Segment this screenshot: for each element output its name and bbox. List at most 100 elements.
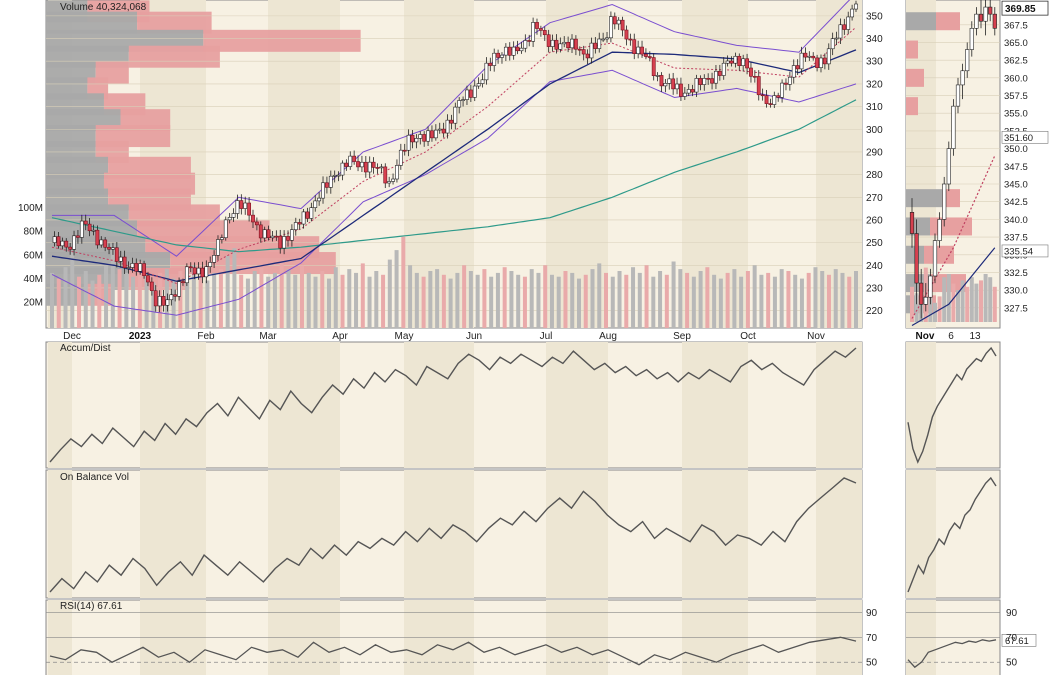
month-band (268, 342, 340, 468)
candle-body (620, 19, 625, 31)
month-label: Jun (466, 331, 482, 342)
volume-bar (178, 271, 183, 328)
candle-body (184, 266, 189, 284)
volume-bar (306, 272, 311, 328)
volume-bar (752, 265, 757, 328)
candle-body (850, 8, 855, 18)
volume-bar (448, 278, 453, 328)
zoom-candle-body (928, 275, 933, 298)
candle-body (95, 229, 100, 246)
candle-body (461, 99, 465, 101)
candle-body (663, 83, 668, 87)
candle-body (282, 236, 287, 249)
volume-bar (840, 272, 845, 328)
candle-body (507, 46, 512, 56)
candle-body (799, 52, 804, 70)
candle-body (149, 281, 154, 291)
volume-tick-label: 60M (24, 250, 43, 261)
volume-bar (502, 267, 507, 328)
candle-body (745, 58, 749, 69)
volume-bar (117, 269, 122, 328)
candle-body (468, 89, 473, 98)
candle-body (270, 235, 275, 239)
volume-bar (725, 272, 730, 328)
price-tick-label: 330 (866, 57, 883, 68)
volume-bar (604, 272, 609, 328)
candle-body (542, 30, 547, 36)
candle-body (476, 83, 481, 87)
candle-body (367, 161, 372, 173)
zoom-price-tick: 362.5 (1004, 56, 1028, 67)
volume-bar (718, 278, 723, 328)
candle-body (254, 221, 259, 226)
volume-bar (793, 274, 798, 328)
volume-bar (428, 271, 433, 328)
candle-body (632, 39, 637, 54)
candle-body (352, 155, 357, 162)
candle-body (453, 106, 458, 124)
price-tick-label: 350 (866, 11, 883, 22)
zoom-price-tick: 350.0 (1004, 144, 1028, 155)
zoom-candle-body (909, 212, 915, 234)
candles (52, 0, 858, 313)
zoom-ema-line (911, 155, 996, 319)
candle-body (838, 24, 843, 39)
candle-body (426, 130, 430, 142)
candle-body (480, 79, 485, 84)
month-band (48, 342, 72, 468)
zoom-candle-body (919, 282, 924, 305)
candle-body (107, 246, 111, 250)
zoom-candle-body (937, 219, 942, 241)
candle-body (286, 236, 290, 241)
candle-body (83, 220, 88, 225)
zoom-obv-line (907, 476, 997, 593)
candle-body (605, 37, 609, 40)
candle-body (554, 39, 559, 50)
candle-body (737, 55, 742, 67)
bollinger-upper-line (52, 0, 851, 257)
candle-body (457, 100, 462, 108)
month-label: May (395, 331, 414, 342)
volume-bar (171, 278, 176, 328)
volume-bar (759, 274, 764, 328)
month-label: Mar (259, 331, 277, 342)
candle-body (122, 256, 127, 268)
candle-body (585, 53, 590, 59)
candle-body (690, 89, 695, 93)
candle-body (624, 29, 629, 40)
candle-body (830, 38, 835, 50)
month-band (546, 470, 608, 598)
zoom-price-tick: 355.0 (1004, 109, 1028, 120)
zoom-volume-bar (965, 286, 970, 322)
candle-body (169, 294, 174, 301)
candle-body (636, 46, 641, 54)
vbp-down-bar (203, 29, 361, 52)
month-label: Jul (540, 331, 553, 342)
candle-body (500, 54, 504, 58)
volume-bar (151, 282, 156, 328)
candle-body (165, 299, 170, 306)
volume-bar (854, 271, 858, 328)
volume-bar (232, 248, 237, 328)
candle-body (68, 246, 73, 250)
candle-body (266, 229, 271, 239)
candle-body (437, 128, 442, 131)
zoom-sma-line (911, 247, 996, 327)
zoom-volume-bar (992, 286, 997, 322)
candle-body (398, 149, 403, 166)
candle-body (231, 213, 236, 218)
candle-body (577, 48, 582, 51)
candle-body (227, 217, 232, 221)
volume-bar (441, 274, 446, 328)
volume-bar (698, 271, 703, 328)
candle-body (114, 247, 119, 262)
zoom-ad-line (907, 346, 997, 464)
volume-bar (671, 261, 676, 328)
zoom-x-label: 13 (969, 331, 981, 342)
candle-body (465, 89, 469, 100)
candle-body (795, 65, 800, 70)
volume-bar (97, 274, 102, 328)
candle-body (422, 134, 427, 142)
candle-body (523, 40, 528, 49)
candle-body (441, 128, 446, 134)
